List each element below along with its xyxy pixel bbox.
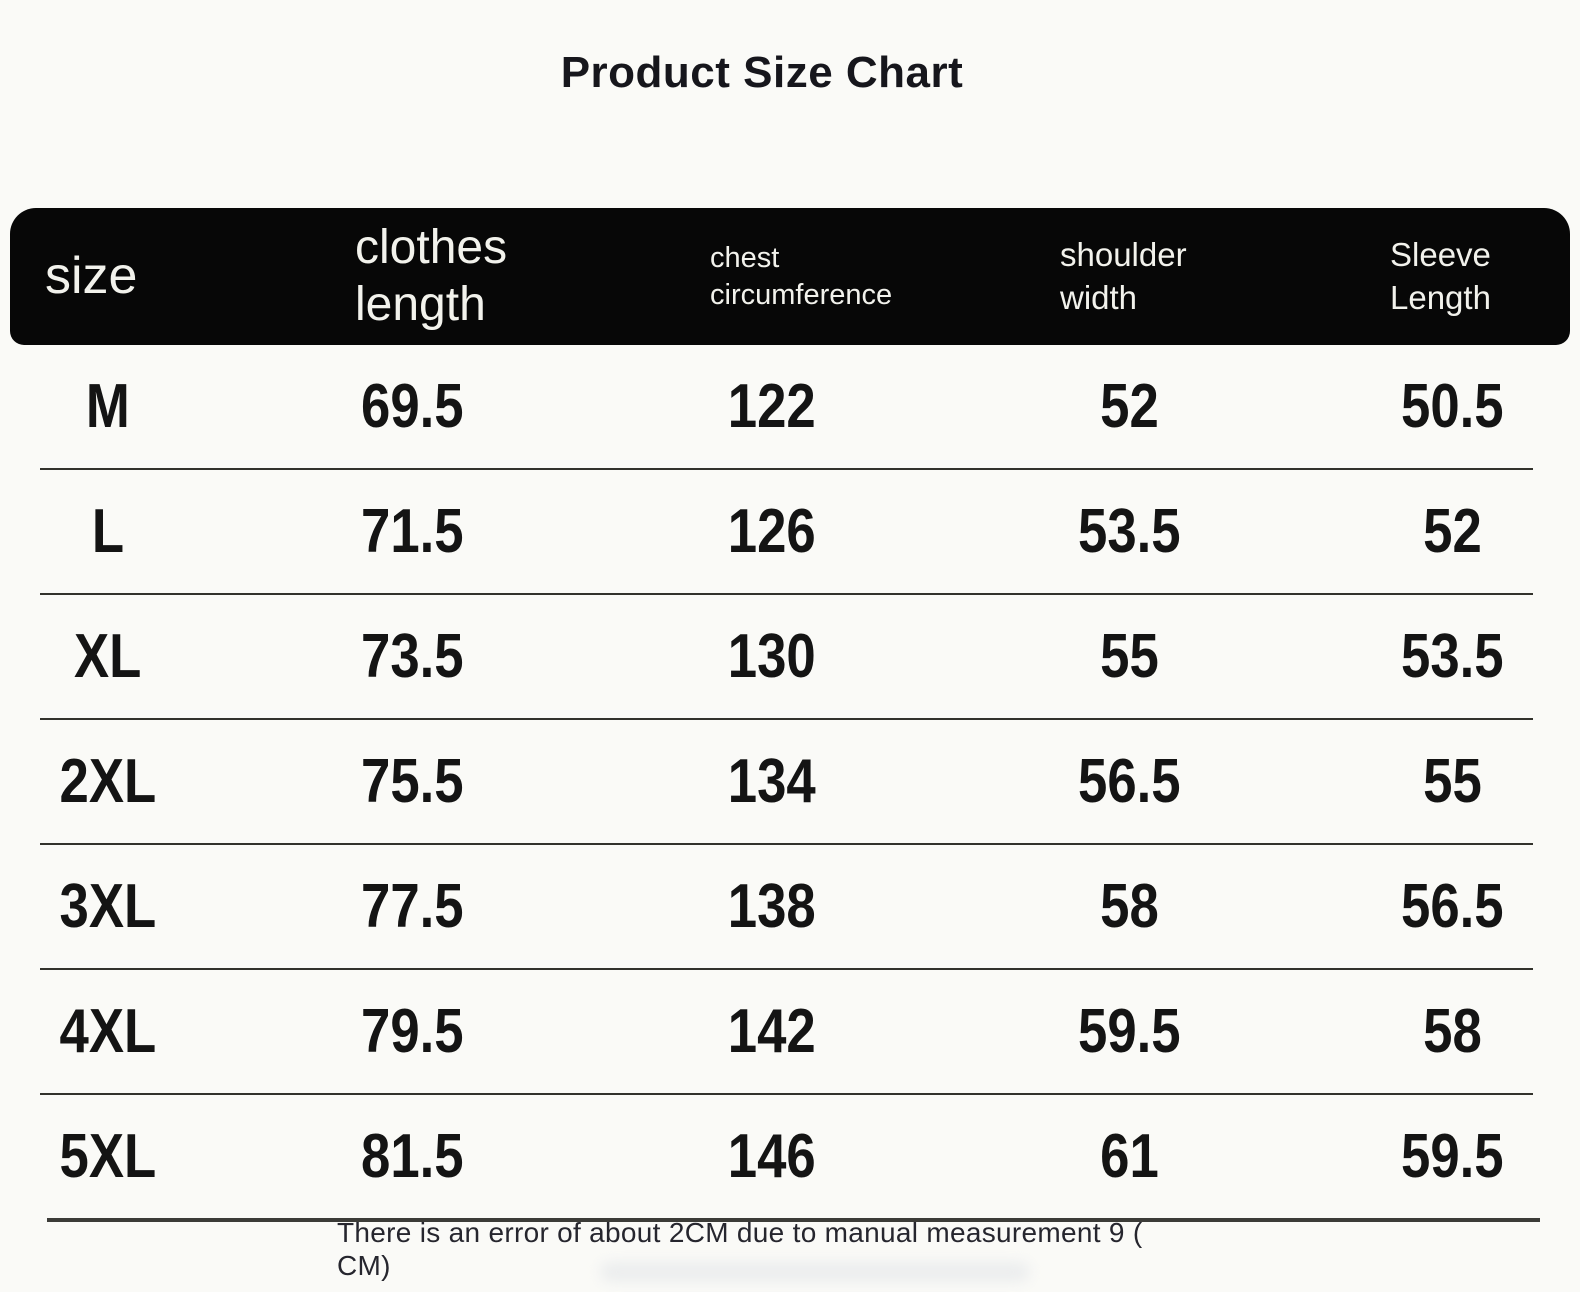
measurement-note-line: CM)	[337, 1250, 391, 1282]
clothes-length-cell: 73.5	[360, 622, 464, 691]
sleeve-length-cell: 55	[1423, 747, 1482, 816]
clothes-length-cell: 77.5	[360, 872, 464, 941]
table-row-4xl: 4XL 79.5 142 59.5 58	[10, 970, 1570, 1093]
header-cell-size: size	[10, 246, 258, 305]
clothes-length-cell: 79.5	[360, 997, 464, 1066]
shoulder-width-cell: 53.5	[1078, 497, 1181, 566]
size-cell: 2XL	[59, 747, 157, 816]
sleeve-length-cell: 50.5	[1401, 372, 1504, 441]
clothes-length-cell: 71.5	[360, 497, 464, 566]
table-row-xl: XL 73.5 130 55 53.5	[10, 595, 1570, 718]
header-label: Length	[1390, 278, 1491, 316]
row-divider	[40, 718, 1533, 720]
chest-circumference-cell: 138	[728, 872, 816, 941]
size-cell: 4XL	[59, 997, 157, 1066]
row-divider	[40, 593, 1533, 595]
chest-circumference-cell: 122	[728, 372, 816, 441]
shoulder-width-cell: 55	[1100, 622, 1159, 691]
sleeve-length-cell: 59.5	[1401, 1122, 1504, 1191]
chest-circumference-cell: 130	[728, 622, 816, 691]
chest-circumference-cell: 134	[728, 747, 816, 816]
row-divider	[40, 843, 1533, 845]
chest-circumference-cell: 142	[728, 997, 816, 1066]
measurement-note: There is an error of about 2CM due to ma…	[337, 1216, 1143, 1282]
measurement-note-line: There is an error of about 2CM due to ma…	[337, 1217, 1143, 1248]
table-row-5xl: 5XL 81.5 146 61 59.5	[10, 1095, 1570, 1218]
table-header-row: size clothes length chest circumference …	[10, 208, 1570, 345]
table-row-2xl: 2XL 75.5 134 56.5 55	[10, 720, 1570, 843]
shoulder-width-cell: 52	[1100, 372, 1159, 441]
header-cell-chest-circumference: chest circumference	[592, 240, 952, 313]
header-cell-clothes-length: clothes length	[258, 220, 592, 333]
header-label: clothes	[355, 220, 508, 274]
shoulder-width-cell: 58	[1100, 872, 1159, 941]
header-label: width	[1060, 278, 1138, 316]
page-title: Product Size Chart	[560, 48, 964, 97]
shoulder-width-cell: 61	[1100, 1122, 1159, 1191]
size-cell: L	[91, 497, 125, 566]
sleeve-length-cell: 58	[1423, 997, 1482, 1066]
clothes-length-cell: 69.5	[360, 372, 464, 441]
size-cell: M	[86, 372, 130, 441]
clothes-length-cell: 75.5	[360, 747, 464, 816]
table-row-3xl: 3XL 77.5 138 58 56.5	[10, 845, 1570, 968]
table-row-l: L 71.5 126 53.5 52	[10, 470, 1570, 593]
row-divider	[40, 468, 1533, 470]
size-cell: XL	[74, 622, 142, 691]
table-bottom-divider	[47, 1218, 1540, 1222]
sleeve-length-cell: 52	[1423, 497, 1482, 566]
size-cell: 3XL	[59, 872, 157, 941]
chest-circumference-cell: 146	[728, 1122, 816, 1191]
row-divider	[40, 1093, 1533, 1095]
header-label: length	[355, 277, 486, 331]
row-divider	[40, 968, 1533, 970]
header-cell-sleeve-length: Sleeve Length	[1291, 234, 1570, 320]
header-label: size	[45, 246, 138, 305]
shoulder-width-cell: 59.5	[1078, 997, 1181, 1066]
header-label: shoulder	[1060, 235, 1187, 273]
sleeve-length-cell: 56.5	[1401, 872, 1504, 941]
size-table: size clothes length chest circumference …	[10, 208, 1570, 1222]
clothes-length-cell: 81.5	[360, 1122, 464, 1191]
chest-circumference-cell: 126	[728, 497, 816, 566]
header-label: chest	[710, 241, 780, 274]
header-label: circumference	[710, 278, 893, 311]
shoulder-width-cell: 56.5	[1078, 747, 1181, 816]
sleeve-length-cell: 53.5	[1401, 622, 1504, 691]
header-label: Sleeve	[1390, 235, 1491, 273]
header-cell-shoulder-width: shoulder width	[952, 234, 1291, 320]
size-cell: 5XL	[59, 1122, 157, 1191]
table-row-m: M 69.5 122 52 50.5	[10, 345, 1570, 468]
